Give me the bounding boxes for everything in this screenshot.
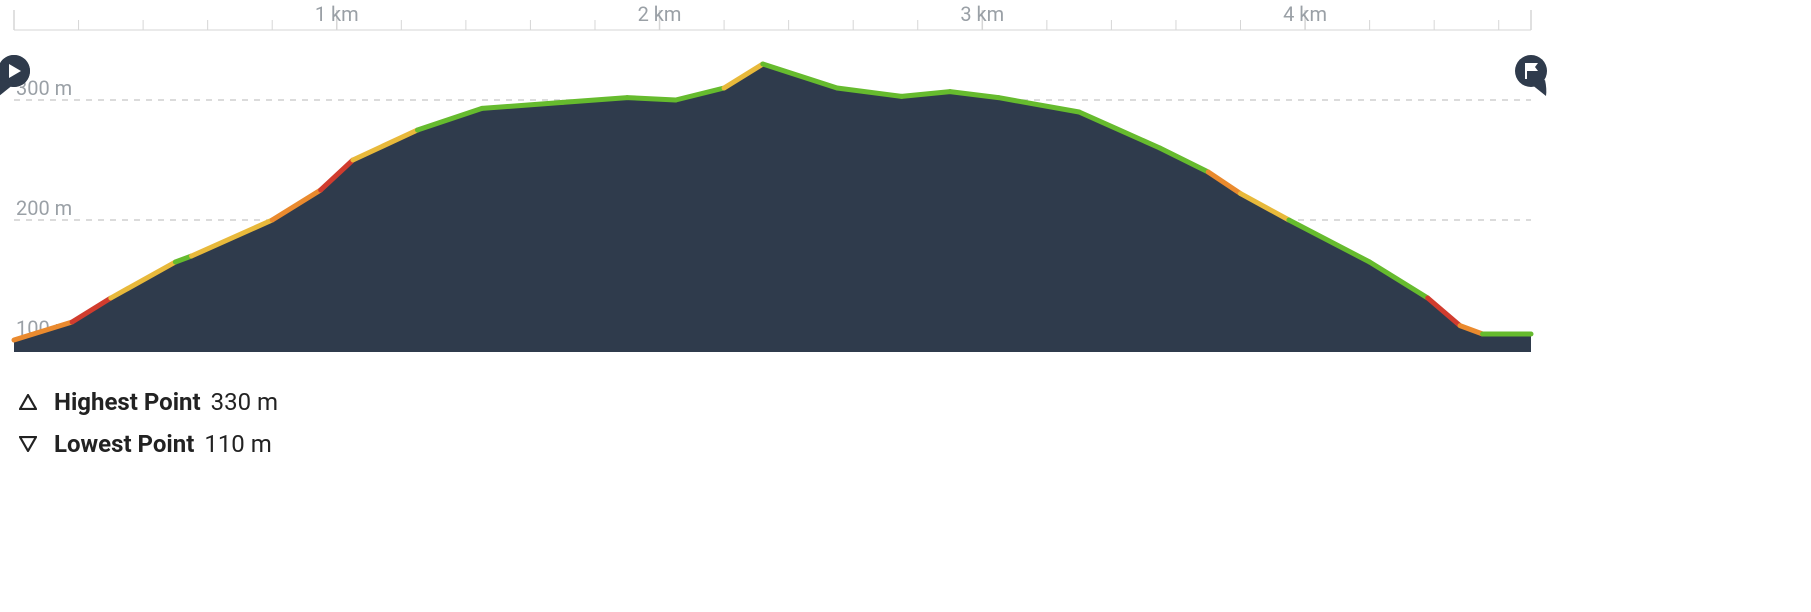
lowest-point-value: 110 m [204, 430, 271, 458]
elevation-stats: Highest Point 330 m Lowest Point 110 m [0, 362, 1811, 458]
highest-point-label: Highest Point [54, 388, 201, 416]
elevation-chart: 1 km2 km3 km4 km100 m200 m300 m [0, 0, 1545, 362]
lowest-point-label: Lowest Point [54, 430, 194, 458]
svg-text:2 km: 2 km [638, 2, 682, 26]
triangle-up-icon [14, 394, 42, 410]
svg-text:4 km: 4 km [1283, 2, 1327, 26]
highest-point-row: Highest Point 330 m [14, 388, 1811, 416]
elevation-svg: 1 km2 km3 km4 km100 m200 m300 m [0, 0, 1545, 362]
end-marker[interactable] [1513, 53, 1549, 97]
lowest-point-row: Lowest Point 110 m [14, 430, 1811, 458]
start-marker[interactable] [0, 53, 32, 97]
triangle-down-icon [14, 436, 42, 452]
svg-text:1 km: 1 km [315, 2, 359, 26]
highest-point-value: 330 m [211, 388, 278, 416]
svg-text:200 m: 200 m [16, 196, 72, 220]
svg-text:3 km: 3 km [960, 2, 1004, 26]
